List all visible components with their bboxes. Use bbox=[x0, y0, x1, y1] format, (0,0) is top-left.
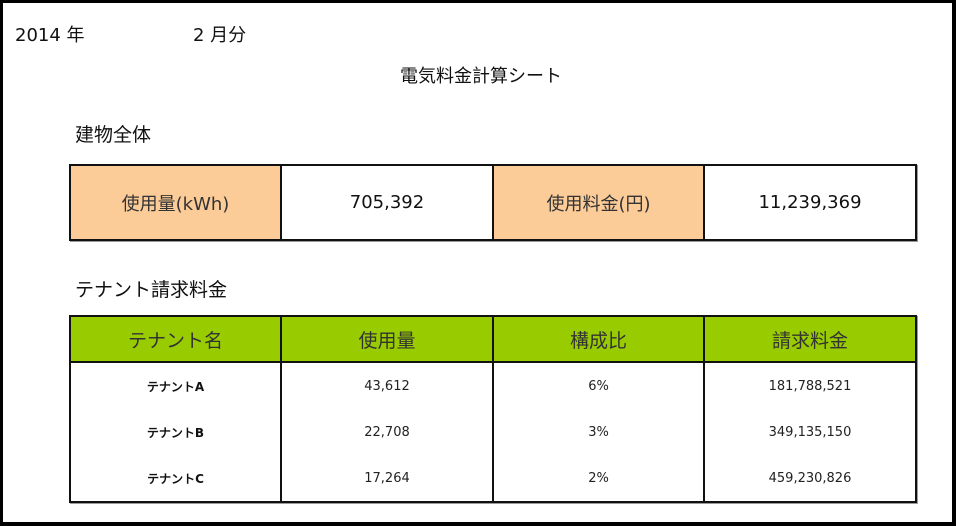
tenant-name-cell[interactable]: テナントB bbox=[69, 409, 282, 455]
tenant-table: テナント名 使用量 構成比 請求料金 テナントA 43,612 6% 181,7… bbox=[69, 315, 917, 503]
column-header-charge: 請求料金 bbox=[703, 315, 917, 363]
tenant-charge-cell[interactable]: 349,135,150 bbox=[703, 409, 917, 455]
month-label: 2 月分 bbox=[193, 25, 247, 46]
charge-label: 使用料金(円) bbox=[492, 164, 705, 241]
table-row: テナントC 17,264 2% 459,230,826 bbox=[69, 455, 917, 502]
table-header-row: テナント名 使用量 構成比 請求料金 bbox=[69, 315, 917, 363]
tenant-name-cell[interactable]: テナントC bbox=[69, 455, 282, 502]
building-heading: 建物全体 bbox=[75, 124, 152, 146]
column-header-tenant-name: テナント名 bbox=[69, 315, 282, 363]
building-summary-table: 使用量(kWh) 705,392 使用料金(円) 11,239,369 bbox=[69, 164, 917, 241]
table-row: テナントB 22,708 3% 349,135,150 bbox=[69, 409, 917, 455]
page-title: 電気料金計算シート bbox=[400, 66, 562, 87]
tenant-usage-cell[interactable]: 43,612 bbox=[280, 362, 494, 409]
tenant-name-cell[interactable]: テナントA bbox=[69, 362, 282, 409]
usage-label: 使用量(kWh) bbox=[69, 164, 282, 241]
tenant-ratio-cell[interactable]: 3% bbox=[492, 409, 705, 455]
tenant-charge-cell[interactable]: 181,788,521 bbox=[703, 362, 917, 409]
tenant-heading: テナント請求料金 bbox=[75, 279, 228, 301]
tenant-usage-cell[interactable]: 17,264 bbox=[280, 455, 494, 502]
usage-value[interactable]: 705,392 bbox=[280, 164, 494, 241]
tenant-usage-cell[interactable]: 22,708 bbox=[280, 409, 494, 455]
tenant-ratio-cell[interactable]: 2% bbox=[492, 455, 705, 502]
column-header-ratio: 構成比 bbox=[492, 315, 705, 363]
column-header-usage: 使用量 bbox=[280, 315, 494, 363]
year-label: 2014 年 bbox=[15, 25, 85, 46]
table-row: テナントA 43,612 6% 181,788,521 bbox=[69, 362, 917, 409]
tenant-ratio-cell[interactable]: 6% bbox=[492, 362, 705, 409]
tenant-charge-cell[interactable]: 459,230,826 bbox=[703, 455, 917, 502]
charge-value[interactable]: 11,239,369 bbox=[703, 164, 917, 241]
